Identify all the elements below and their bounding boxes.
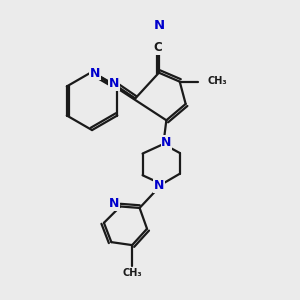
Text: N: N	[90, 67, 100, 80]
Text: N: N	[109, 77, 119, 90]
Text: CH₃: CH₃	[208, 76, 228, 86]
Text: N: N	[153, 19, 164, 32]
Text: N: N	[154, 179, 164, 192]
Text: CH₃: CH₃	[122, 268, 142, 278]
Text: N: N	[161, 136, 172, 149]
Text: N: N	[109, 197, 119, 210]
Text: C: C	[154, 41, 162, 54]
